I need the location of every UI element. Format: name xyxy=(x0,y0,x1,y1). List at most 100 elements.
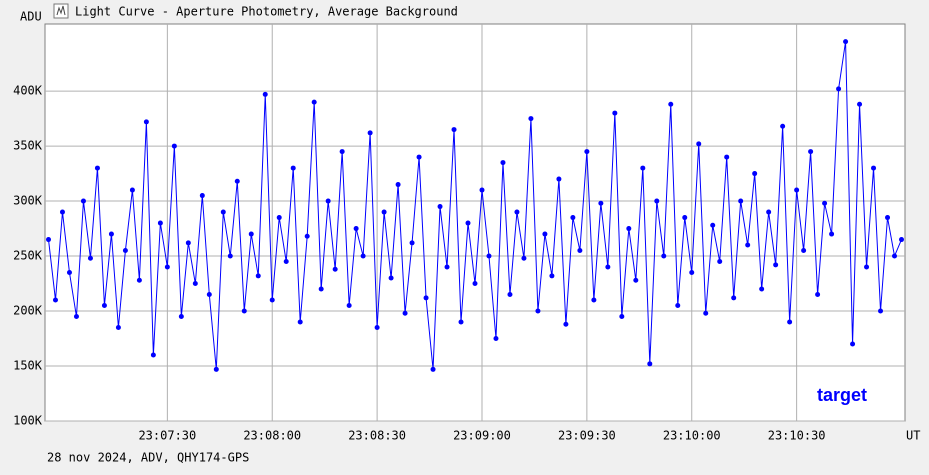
data-point xyxy=(815,292,821,298)
data-point xyxy=(549,273,555,279)
data-point xyxy=(444,264,450,270)
data-point xyxy=(647,361,653,367)
data-point xyxy=(353,226,359,232)
data-point xyxy=(136,277,142,283)
data-point xyxy=(857,101,863,107)
y-tick-label: 350K xyxy=(13,139,43,153)
data-point xyxy=(689,270,695,276)
data-point xyxy=(633,277,639,283)
data-point xyxy=(612,110,618,116)
data-point xyxy=(843,39,849,45)
data-point xyxy=(626,226,632,232)
data-point xyxy=(143,119,149,125)
data-point xyxy=(395,182,401,188)
x-tick-label: 23:08:30 xyxy=(348,429,406,443)
data-point xyxy=(871,165,877,171)
data-point xyxy=(514,209,520,215)
data-point xyxy=(570,215,576,221)
data-point xyxy=(675,303,681,309)
data-point xyxy=(416,154,422,160)
data-point xyxy=(409,240,415,246)
data-point xyxy=(171,143,177,149)
data-point xyxy=(73,314,79,320)
data-point xyxy=(164,264,170,270)
data-point xyxy=(66,270,72,276)
data-point xyxy=(696,141,702,147)
data-point xyxy=(304,233,310,239)
data-point xyxy=(374,325,380,331)
y-tick-label: 200K xyxy=(13,304,43,318)
data-point xyxy=(892,253,898,259)
data-point xyxy=(766,209,772,215)
data-point xyxy=(157,220,163,226)
data-point xyxy=(465,220,471,226)
annotation: target xyxy=(817,385,867,405)
data-point xyxy=(528,116,534,122)
data-point xyxy=(486,253,492,259)
data-point xyxy=(199,193,205,199)
data-point xyxy=(367,130,373,136)
data-point xyxy=(297,319,303,325)
data-point xyxy=(752,171,758,177)
x-tick-label: 23:07:30 xyxy=(138,429,196,443)
data-point xyxy=(458,319,464,325)
data-point xyxy=(108,231,114,237)
data-point xyxy=(500,160,506,166)
data-point xyxy=(430,366,436,372)
data-point xyxy=(220,209,226,215)
data-point xyxy=(682,215,688,221)
data-point xyxy=(276,215,282,221)
y-tick-label: 300K xyxy=(13,194,43,208)
data-point xyxy=(598,200,604,206)
data-point xyxy=(738,198,744,204)
data-point xyxy=(899,237,905,243)
y-tick-label: 400K xyxy=(13,84,43,98)
data-point xyxy=(241,308,247,314)
data-point xyxy=(122,248,128,254)
data-point xyxy=(780,123,786,129)
data-point xyxy=(213,366,219,372)
plot-area xyxy=(44,23,906,422)
data-point xyxy=(381,209,387,215)
data-point xyxy=(591,297,597,303)
data-point xyxy=(87,255,93,261)
data-point xyxy=(535,308,541,314)
data-point xyxy=(640,165,646,171)
x-tick-label: 23:09:00 xyxy=(453,429,511,443)
title-icon xyxy=(53,3,69,19)
x-tick-label: 23:10:00 xyxy=(663,429,721,443)
data-point xyxy=(45,237,51,243)
data-point xyxy=(605,264,611,270)
x-tick-label: 23:08:00 xyxy=(243,429,301,443)
x-tick-label: 23:10:30 xyxy=(768,429,826,443)
data-point xyxy=(437,204,443,210)
data-point xyxy=(745,242,751,248)
data-point xyxy=(185,240,191,246)
data-point xyxy=(717,259,723,265)
data-point xyxy=(731,295,737,301)
data-point xyxy=(787,319,793,325)
data-point xyxy=(577,248,583,254)
data-point xyxy=(388,275,394,281)
data-point xyxy=(563,321,569,327)
data-point xyxy=(661,253,667,259)
data-point xyxy=(773,262,779,268)
data-point xyxy=(521,255,527,261)
data-point xyxy=(80,198,86,204)
title-icon-graph xyxy=(56,5,66,16)
data-point xyxy=(206,292,212,298)
data-point xyxy=(332,266,338,272)
data-point xyxy=(808,149,814,155)
data-point xyxy=(339,149,345,155)
data-point xyxy=(227,253,233,259)
data-point xyxy=(507,292,513,298)
data-point xyxy=(822,200,828,206)
data-point xyxy=(311,99,317,105)
data-point xyxy=(668,101,674,107)
data-point xyxy=(864,264,870,270)
data-point xyxy=(402,310,408,316)
chart-title: Light Curve - Aperture Photometry, Avera… xyxy=(75,5,458,19)
data-point xyxy=(479,187,485,193)
data-point xyxy=(885,215,891,221)
